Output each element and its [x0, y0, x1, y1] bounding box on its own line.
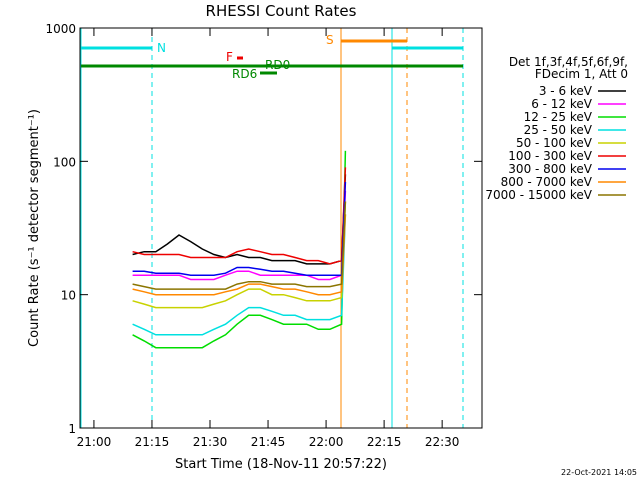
legend-header: Det 1f,3f,4f,5f,6f,9f, [509, 55, 628, 69]
state-markers: N S F RD6 RD0 [80, 28, 464, 428]
x-tick-label: 22:00 [309, 435, 344, 449]
legend-header: FDecim 1, Att 0 [535, 67, 628, 81]
x-tick-label: 21:45 [251, 435, 286, 449]
annotation: F [226, 50, 233, 64]
x-tick-label: 22:30 [425, 435, 460, 449]
annotation: RD6 [232, 67, 257, 81]
x-tick-label: 21:30 [193, 435, 228, 449]
timestamp: 22-Oct-2021 14:05 [561, 468, 637, 477]
series-line [132, 174, 347, 265]
annotation: RD0 [265, 58, 290, 72]
y-tick-label: 10 [61, 289, 76, 303]
legend-label: 800 - 7000 keV [501, 175, 593, 189]
series-line [132, 167, 347, 265]
series-line [132, 190, 347, 281]
legend-label: 12 - 25 keV [524, 110, 593, 124]
annotation: S [326, 33, 334, 47]
series-line [132, 150, 347, 349]
chart-title: RHESSI Count Rates [206, 2, 357, 20]
legend-label: 25 - 50 keV [524, 123, 593, 137]
series-line [132, 214, 347, 336]
legend-label: 50 - 100 keV [516, 136, 593, 150]
series-line [132, 214, 347, 296]
legend-label: 300 - 800 keV [508, 162, 592, 176]
annotation: N [157, 41, 166, 55]
series-line [132, 201, 347, 309]
legend-label: 7000 - 15000 keV [485, 188, 592, 202]
y-tick-label: 1000 [45, 22, 76, 36]
y-tick-label: 100 [53, 155, 76, 169]
x-tick-label: 21:00 [77, 435, 112, 449]
y-tick-label: 1 [68, 422, 76, 436]
y-axis-label: Count Rate (s⁻¹ detector segment⁻¹) [27, 109, 42, 347]
x-tick-label: 21:15 [135, 435, 170, 449]
x-tick-label: 22:15 [367, 435, 402, 449]
plot-frame [79, 27, 483, 429]
series-line [132, 181, 347, 276]
legend-label: 3 - 6 keV [539, 84, 593, 98]
series-line [132, 201, 347, 290]
x-axis-label: Start Time (18-Nov-11 20:57:22) [175, 457, 387, 472]
legend-label: 100 - 300 keV [508, 149, 592, 163]
legend-label: 6 - 12 keV [531, 97, 593, 111]
